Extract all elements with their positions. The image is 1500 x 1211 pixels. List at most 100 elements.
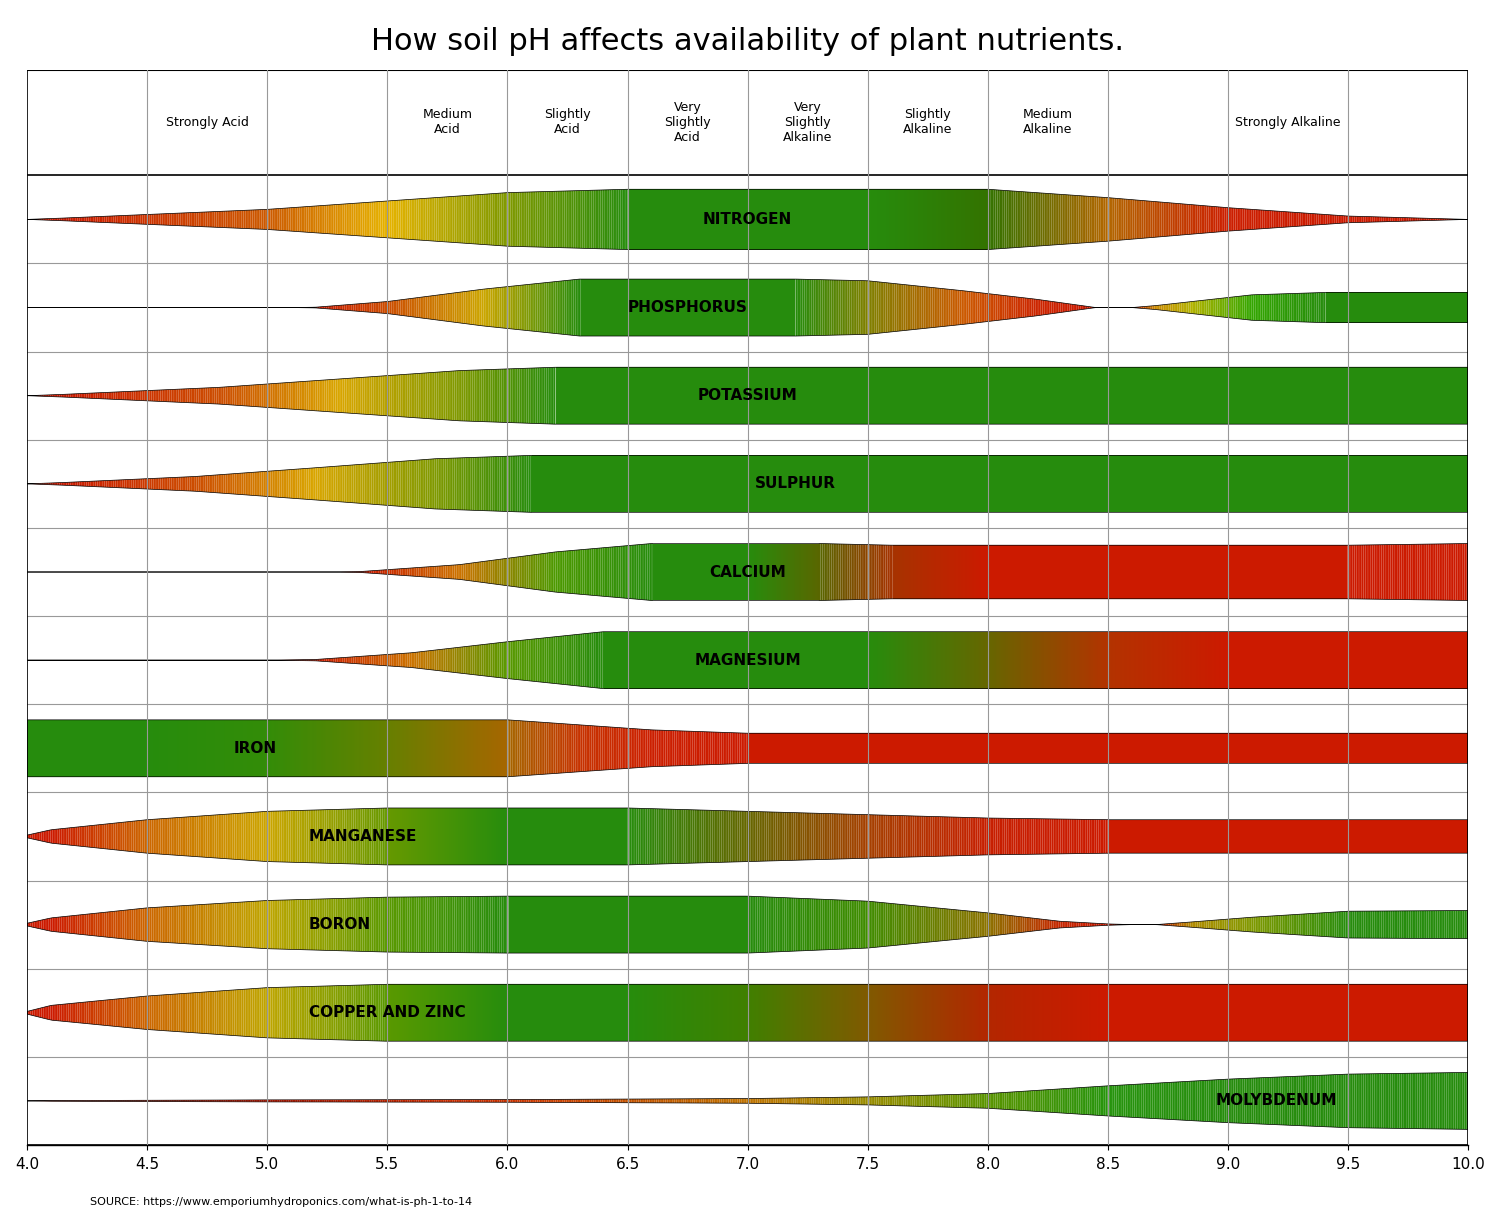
- Polygon shape: [1095, 545, 1096, 598]
- Polygon shape: [676, 544, 678, 601]
- Polygon shape: [783, 279, 784, 335]
- Polygon shape: [358, 464, 360, 504]
- Polygon shape: [514, 557, 516, 587]
- Polygon shape: [1125, 820, 1126, 854]
- Polygon shape: [1080, 733, 1082, 763]
- Polygon shape: [1308, 985, 1310, 1041]
- Polygon shape: [339, 809, 340, 863]
- Polygon shape: [404, 299, 406, 316]
- Polygon shape: [970, 292, 972, 323]
- Polygon shape: [1382, 217, 1383, 222]
- Polygon shape: [796, 632, 800, 689]
- Polygon shape: [847, 814, 849, 859]
- Polygon shape: [384, 719, 386, 776]
- Polygon shape: [786, 544, 788, 601]
- Polygon shape: [408, 653, 410, 667]
- Polygon shape: [1342, 545, 1344, 598]
- Polygon shape: [564, 191, 567, 248]
- Polygon shape: [1437, 544, 1440, 601]
- Polygon shape: [650, 279, 651, 335]
- Polygon shape: [1317, 913, 1318, 936]
- Polygon shape: [822, 189, 824, 249]
- Polygon shape: [1394, 820, 1396, 854]
- Polygon shape: [472, 563, 474, 581]
- Polygon shape: [446, 985, 447, 1041]
- Polygon shape: [582, 725, 585, 771]
- Polygon shape: [366, 897, 368, 952]
- Polygon shape: [1054, 632, 1058, 689]
- Polygon shape: [663, 279, 666, 335]
- Polygon shape: [528, 985, 531, 1041]
- Polygon shape: [1155, 820, 1156, 854]
- Polygon shape: [718, 455, 720, 512]
- Polygon shape: [440, 294, 442, 321]
- Polygon shape: [824, 632, 827, 689]
- Polygon shape: [858, 632, 861, 689]
- Polygon shape: [990, 985, 992, 1041]
- Polygon shape: [204, 476, 206, 492]
- Polygon shape: [1053, 194, 1054, 245]
- Polygon shape: [458, 458, 460, 510]
- Polygon shape: [954, 455, 956, 512]
- Polygon shape: [1425, 911, 1426, 939]
- Polygon shape: [356, 899, 357, 951]
- Polygon shape: [124, 480, 126, 488]
- Polygon shape: [406, 1100, 408, 1102]
- Polygon shape: [1089, 455, 1090, 512]
- Polygon shape: [759, 189, 760, 249]
- Polygon shape: [974, 189, 975, 249]
- Polygon shape: [1166, 545, 1167, 598]
- Polygon shape: [74, 394, 76, 397]
- Polygon shape: [1352, 733, 1353, 763]
- Polygon shape: [1204, 733, 1206, 763]
- Polygon shape: [1052, 920, 1053, 929]
- Polygon shape: [669, 632, 670, 689]
- Polygon shape: [1308, 1075, 1310, 1126]
- Polygon shape: [1134, 1084, 1137, 1118]
- Polygon shape: [375, 1100, 376, 1102]
- Polygon shape: [639, 279, 640, 335]
- Polygon shape: [1462, 820, 1464, 854]
- Polygon shape: [1218, 1080, 1219, 1123]
- Polygon shape: [568, 636, 570, 685]
- Polygon shape: [406, 374, 408, 418]
- Polygon shape: [222, 991, 224, 1035]
- Polygon shape: [332, 205, 333, 234]
- Polygon shape: [870, 985, 871, 1041]
- Polygon shape: [96, 481, 98, 487]
- Polygon shape: [345, 465, 346, 503]
- Polygon shape: [852, 1097, 853, 1104]
- Polygon shape: [1197, 632, 1200, 689]
- Polygon shape: [924, 985, 926, 1041]
- Polygon shape: [1156, 455, 1158, 512]
- Polygon shape: [526, 639, 528, 681]
- Polygon shape: [78, 916, 80, 934]
- Polygon shape: [1260, 985, 1263, 1041]
- Polygon shape: [1324, 632, 1326, 689]
- Polygon shape: [132, 998, 134, 1028]
- Polygon shape: [644, 455, 645, 512]
- Polygon shape: [60, 719, 62, 776]
- Polygon shape: [1050, 1090, 1052, 1113]
- Polygon shape: [1258, 917, 1260, 932]
- Polygon shape: [364, 1100, 366, 1102]
- Polygon shape: [496, 985, 498, 1041]
- Polygon shape: [934, 985, 936, 1041]
- Polygon shape: [772, 897, 774, 952]
- Polygon shape: [519, 808, 520, 865]
- Polygon shape: [1080, 305, 1082, 310]
- Polygon shape: [1317, 820, 1318, 854]
- Polygon shape: [1264, 1078, 1266, 1124]
- Polygon shape: [892, 815, 894, 857]
- Polygon shape: [804, 1097, 806, 1104]
- Polygon shape: [240, 902, 242, 947]
- Polygon shape: [724, 367, 728, 424]
- Polygon shape: [1310, 213, 1311, 225]
- Polygon shape: [1328, 293, 1329, 322]
- Polygon shape: [404, 897, 406, 952]
- Polygon shape: [926, 907, 927, 942]
- Polygon shape: [354, 899, 356, 951]
- Polygon shape: [404, 200, 406, 239]
- Polygon shape: [752, 279, 754, 335]
- Polygon shape: [844, 455, 846, 512]
